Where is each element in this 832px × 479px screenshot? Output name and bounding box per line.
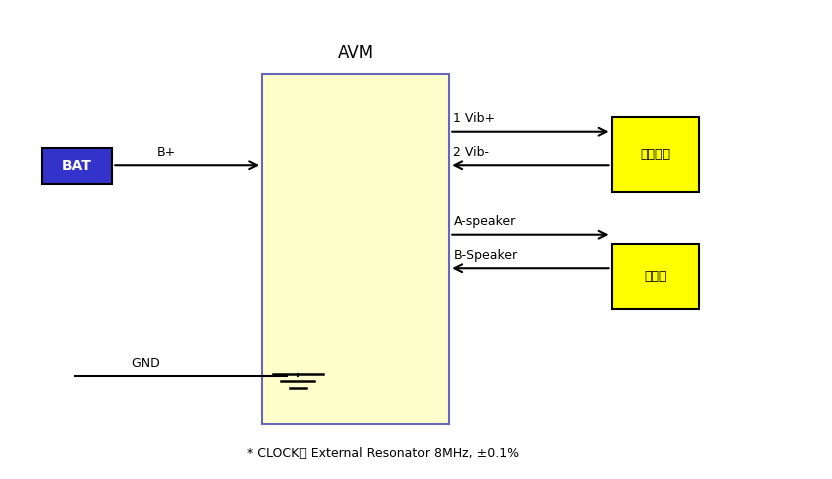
Text: 진동모듈: 진동모듈 (640, 148, 671, 161)
Bar (612, 117, 699, 192)
Bar (612, 244, 699, 309)
Bar (262, 74, 449, 424)
Text: A-speaker: A-speaker (453, 216, 516, 228)
Text: 1 Vib+: 1 Vib+ (453, 113, 496, 125)
Text: B-Speaker: B-Speaker (453, 249, 518, 262)
Text: AVM: AVM (338, 44, 374, 62)
Text: BAT: BAT (62, 160, 92, 173)
Text: * CLOCK： External Resonator 8MHz, ±0.1%: * CLOCK： External Resonator 8MHz, ±0.1% (246, 447, 519, 460)
Text: GND: GND (131, 357, 160, 370)
Text: 2 Vib-: 2 Vib- (453, 146, 489, 159)
Text: 스피커: 스피커 (644, 270, 666, 283)
Bar (42, 148, 112, 184)
Text: B+: B+ (156, 146, 176, 159)
